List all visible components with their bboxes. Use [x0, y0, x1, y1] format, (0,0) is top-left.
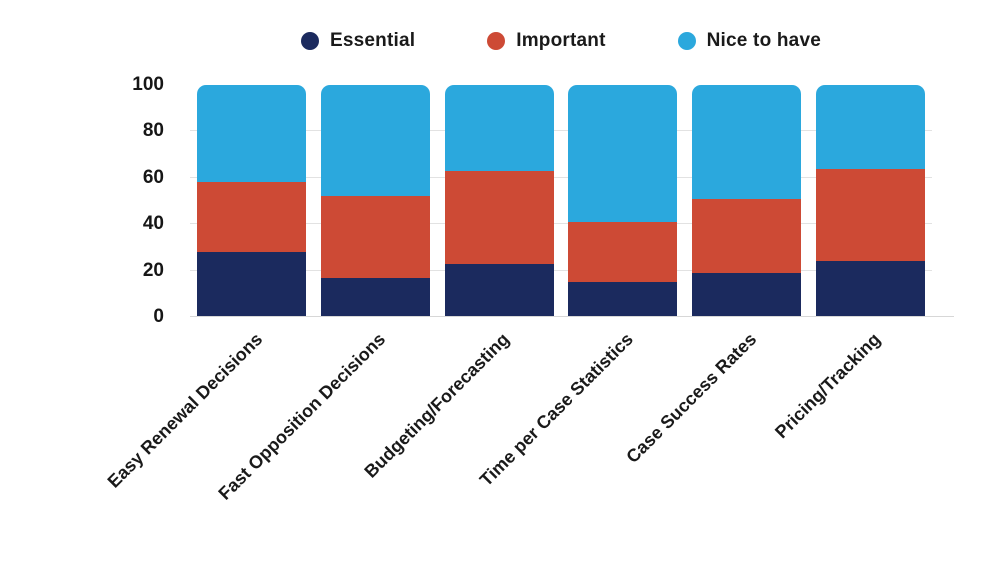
- bar-case-success-rates: Case Success Rates: [623, 85, 809, 467]
- bar-stack-easy-renewal-decisions: [197, 85, 307, 317]
- bar-stack-budgeting-forecasting: [444, 85, 554, 317]
- y-tick-label-20: 20: [142, 259, 164, 281]
- chart-legend: Essential Important Nice to have: [190, 30, 932, 52]
- bar-stack-case-success-rates: [692, 85, 801, 317]
- legend-label: Nice to have: [706, 30, 821, 51]
- legend-item-important: Important: [487, 30, 605, 52]
- segment-essential-fast-opposition-decisions: [321, 277, 430, 317]
- segment-nice-to-have-time-per-case-statistics: [568, 85, 678, 222]
- bar-fast-opposition-decisions: Fast Opposition Decisions: [215, 85, 438, 504]
- legend-label: Essential: [330, 30, 416, 51]
- segment-nice-to-have-case-success-rates: [692, 85, 801, 199]
- segment-essential-budgeting-forecasting: [444, 263, 554, 317]
- legend-swatch-nice-to-have: [677, 32, 696, 50]
- segment-essential-pricing-tracking: [815, 261, 925, 317]
- segment-important-fast-opposition-decisions: [321, 196, 430, 278]
- x-axis-label-pricing-tracking: Pricing/Tracking: [771, 329, 885, 443]
- gridline-20: [190, 269, 932, 271]
- y-tick-label-100: 100: [132, 74, 164, 95]
- plot-area: 0 20 40 60 80 100 Easy Renewal Decisions Fast …: [103, 75, 955, 504]
- y-tick-label-40: 40: [142, 213, 164, 235]
- legend-label: Important: [516, 30, 606, 51]
- segment-nice-to-have-budgeting-forecasting: [444, 85, 554, 171]
- segment-nice-to-have-fast-opposition-decisions: [321, 85, 430, 197]
- bar-pricing-tracking: Pricing/Tracking: [771, 85, 932, 442]
- legend-swatch-important: [487, 32, 506, 50]
- gridline-40: [190, 223, 932, 225]
- legend-item-nice-to-have: Nice to have: [677, 30, 821, 52]
- bar-stack-pricing-tracking: [815, 85, 925, 317]
- segment-essential-case-success-rates: [692, 272, 801, 317]
- y-tick-label-0: 0: [153, 306, 164, 327]
- gridline-60: [190, 176, 932, 178]
- segment-essential-time-per-case-statistics: [568, 282, 678, 317]
- bars-container: Easy Renewal Decisions Fast Opposition De…: [103, 85, 932, 504]
- gridline-80: [190, 130, 932, 132]
- x-axis-label-case-success-rates: Case Success Rates: [622, 329, 761, 467]
- legend-swatch-essential: [301, 32, 319, 50]
- bar-stack-time-per-case-statistics: [568, 85, 678, 317]
- segment-important-case-success-rates: [692, 198, 801, 273]
- segment-important-easy-renewal-decisions: [197, 182, 307, 253]
- bar-budgeting-forecasting: Budgeting/Forecasting: [361, 85, 561, 482]
- y-tick-label-80: 80: [142, 120, 164, 142]
- segment-important-budgeting-forecasting: [444, 170, 554, 264]
- segment-essential-easy-renewal-decisions: [197, 252, 307, 317]
- segment-nice-to-have-pricing-tracking: [815, 85, 925, 169]
- bar-easy-renewal-decisions: Easy Renewal Decisions: [103, 85, 314, 492]
- y-tick-label-60: 60: [142, 166, 164, 188]
- segment-important-time-per-case-statistics: [568, 221, 678, 283]
- bar-time-per-case-statistics: Time per Case Statistics: [476, 85, 685, 490]
- bar-stack-fast-opposition-decisions: [321, 85, 430, 317]
- segment-important-pricing-tracking: [815, 168, 925, 262]
- legend-item-essential: Essential: [301, 30, 415, 52]
- x-axis-line: [190, 316, 955, 317]
- segment-nice-to-have-easy-renewal-decisions: [197, 85, 307, 183]
